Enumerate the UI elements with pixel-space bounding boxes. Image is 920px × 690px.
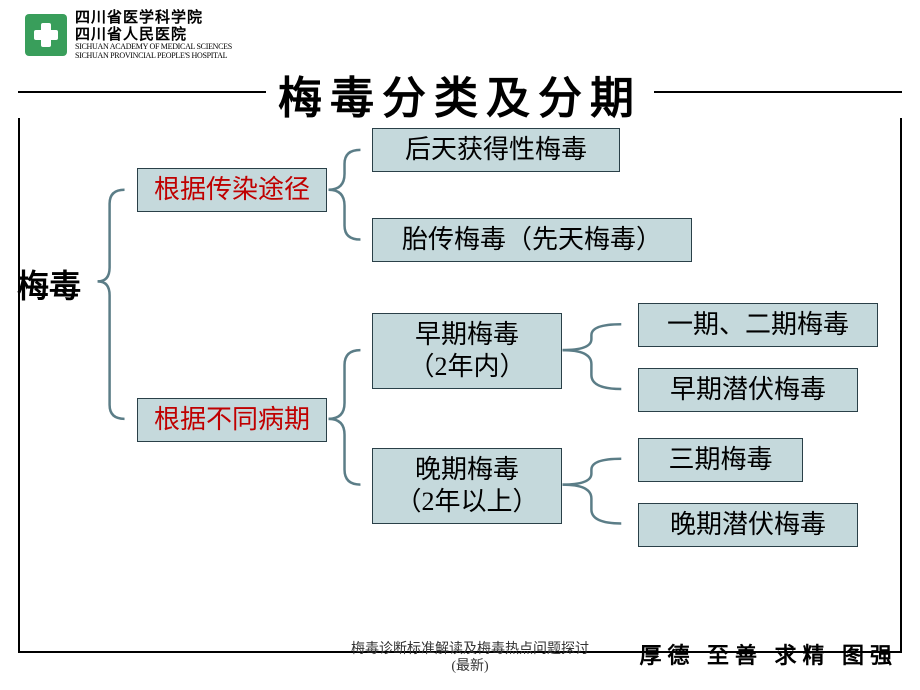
org-name-2: 四川省人民医院	[75, 27, 232, 44]
footer-document-title: 梅毒诊断标准解读及梅毒热点问题探讨 (最新)	[340, 642, 600, 676]
node-tertiary: 三期梅毒	[638, 438, 803, 482]
tree-diagram: 梅毒 根据传染途径 根据不同病期 后天获得性梅毒 胎传梅毒（先天梅毒） 早期梅毒…	[20, 118, 900, 651]
node-late-line1: 晚期梅毒	[415, 455, 519, 484]
footer-motto: 厚德 至善 求精 图强	[639, 638, 898, 670]
org-name-1: 四川省医学科学院	[75, 10, 232, 27]
node-congenital-syphilis: 胎传梅毒（先天梅毒）	[372, 218, 692, 262]
node-primary-secondary: 一期、二期梅毒	[638, 303, 878, 347]
node-early-syphilis: 早期梅毒 （2年内）	[372, 313, 562, 389]
org-text: 四川省医学科学院 四川省人民医院 SICHUAN ACADEMY OF MEDI…	[75, 10, 232, 61]
category-transmission: 根据传染途径	[137, 168, 327, 212]
org-logo-block: 四川省医学科学院 四川省人民医院 SICHUAN ACADEMY OF MEDI…	[25, 10, 232, 61]
hospital-cross-icon	[25, 14, 67, 56]
tree-root: 梅毒	[17, 261, 97, 303]
node-late-syphilis: 晚期梅毒 （2年以上）	[372, 448, 562, 524]
node-late-latent: 晚期潜伏梅毒	[638, 503, 858, 547]
node-late-line2: （2年以上）	[395, 487, 538, 516]
node-early-line2: （2年内）	[408, 352, 525, 381]
category-stage: 根据不同病期	[137, 398, 327, 442]
slide-title-wrap: 梅毒分类及分期	[18, 62, 902, 120]
node-acquired-syphilis: 后天获得性梅毒	[372, 128, 620, 172]
org-name-en-2: SICHUAN PROVINCIAL PEOPLE'S HOSPITAL	[75, 52, 232, 61]
slide-title: 梅毒分类及分期	[266, 62, 654, 126]
content-frame: 梅毒 根据传染途径 根据不同病期 后天获得性梅毒 胎传梅毒（先天梅毒） 早期梅毒…	[18, 118, 902, 653]
node-early-latent: 早期潜伏梅毒	[638, 368, 858, 412]
node-early-line1: 早期梅毒	[415, 320, 519, 349]
